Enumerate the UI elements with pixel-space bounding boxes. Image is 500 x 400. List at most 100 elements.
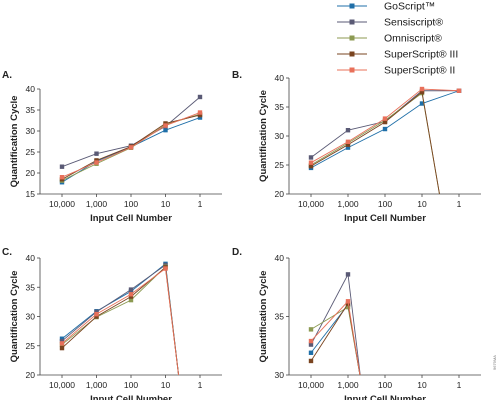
y-tick-label: 40	[275, 73, 285, 83]
chart-panel: D. 30 35 40 10,000 1,000 100 10 1 Input Cell Numb…	[232, 247, 481, 400]
y-axis-title: Quantification Cycle	[258, 90, 269, 182]
y-tick-label: 35	[275, 312, 285, 322]
panel-label: C.	[2, 247, 12, 258]
panel-label: A.	[2, 70, 12, 81]
legend-item: SuperScript® III	[337, 49, 458, 61]
data-point	[345, 142, 351, 147]
x-tick-label: 10,000	[298, 380, 324, 390]
legend-marker	[349, 51, 355, 57]
data-point	[59, 336, 65, 341]
series	[308, 272, 361, 375]
legend-marker	[349, 3, 355, 9]
series	[308, 86, 462, 165]
legend-item: Sensiscript®	[337, 17, 443, 29]
data-point	[308, 342, 314, 347]
data-point	[163, 127, 168, 133]
data-point	[128, 287, 134, 292]
series-line	[61, 264, 180, 375]
y-tick-label: 25	[26, 147, 36, 157]
data-point	[345, 139, 351, 144]
y-tick-label: 25	[26, 341, 36, 351]
legend-item: GoScript™	[337, 1, 435, 13]
panel-label: B.	[232, 70, 242, 81]
legend-marker	[349, 67, 355, 73]
data-point	[163, 123, 168, 128]
x-tick-label: 100	[378, 380, 392, 390]
legend-label: Sensiscript®	[384, 17, 443, 29]
series	[308, 299, 361, 375]
series	[59, 264, 180, 375]
y-tick-label: 40	[275, 253, 285, 263]
chart-panel: A. 15 20 25 30 35 40 10,000 1,000 100 10 1 Input Cel…	[2, 70, 222, 224]
data-point	[128, 292, 134, 297]
data-point	[345, 145, 351, 150]
data-point	[94, 160, 99, 165]
data-point	[308, 327, 314, 332]
data-point	[94, 151, 99, 156]
y-tick-label: 35	[275, 102, 285, 112]
x-tick-label: 1	[198, 199, 203, 209]
y-tick-label: 35	[26, 282, 36, 292]
y-axis-title: Quantification Cycle	[9, 96, 20, 188]
series	[59, 110, 203, 180]
data-point	[308, 338, 314, 344]
x-tick-label: 1,000	[86, 199, 108, 209]
x-tick-label: 100	[124, 380, 138, 390]
data-point	[308, 155, 314, 160]
data-point	[419, 89, 425, 95]
data-point	[197, 94, 203, 100]
data-point	[456, 88, 462, 93]
chart-panels: A. 15 20 25 30 35 40 10,000 1,000 100 10 1 Input Cel…	[2, 70, 481, 400]
y-tick-label: 25	[275, 160, 285, 170]
data-point	[59, 175, 65, 180]
series	[308, 88, 462, 171]
x-axis-title: Input Cell Number	[344, 394, 426, 400]
y-tick-label: 20	[26, 168, 36, 178]
data-point	[94, 314, 99, 319]
data-point	[197, 112, 203, 118]
legend: GoScript™ Sensiscript® Omniscript® SuperScr…	[337, 1, 458, 77]
y-tick-label: 35	[26, 105, 36, 115]
series	[308, 90, 440, 194]
x-tick-label: 10,000	[49, 380, 75, 390]
data-point	[197, 110, 203, 115]
x-axis-title: Input Cell Number	[344, 213, 426, 224]
y-tick-label: 15	[26, 189, 36, 199]
data-point	[345, 304, 351, 310]
data-point	[382, 126, 388, 132]
data-point	[308, 160, 314, 165]
legend-label: SuperScript® II	[384, 65, 455, 77]
x-tick-label: 10	[161, 199, 171, 209]
y-tick-label: 30	[275, 370, 285, 380]
data-point	[308, 358, 314, 364]
data-point	[308, 163, 314, 169]
series-line	[61, 265, 180, 375]
y-tick-label: 30	[275, 131, 285, 141]
x-axis-title: Input Cell Number	[90, 213, 172, 224]
legend-label: GoScript™	[384, 1, 435, 13]
y-tick-label: 40	[26, 84, 36, 94]
legend-item: Omniscript®	[337, 33, 442, 45]
y-tick-label: 40	[26, 253, 36, 263]
x-tick-label: 10,000	[49, 199, 75, 209]
x-tick-label: 10	[161, 380, 171, 390]
x-tick-label: 10,000	[298, 199, 324, 209]
series	[59, 262, 180, 375]
legend-label: SuperScript® III	[384, 49, 458, 61]
data-point	[345, 299, 351, 304]
data-point	[197, 115, 203, 120]
legend-marker	[349, 19, 355, 25]
data-point	[128, 145, 134, 150]
x-tick-label: 1,000	[337, 380, 359, 390]
data-point	[382, 116, 388, 121]
data-point	[128, 294, 134, 299]
x-tick-label: 10	[417, 380, 427, 390]
chart-panel: C. 20 25 30 35 40 10,000 1,000 100 10 1 Input Cell …	[2, 247, 222, 400]
x-tick-label: 10	[417, 199, 427, 209]
data-point	[419, 101, 425, 106]
x-tick-label: 1	[198, 380, 203, 390]
data-point	[94, 311, 99, 317]
series	[308, 89, 440, 194]
series-line	[310, 272, 361, 375]
